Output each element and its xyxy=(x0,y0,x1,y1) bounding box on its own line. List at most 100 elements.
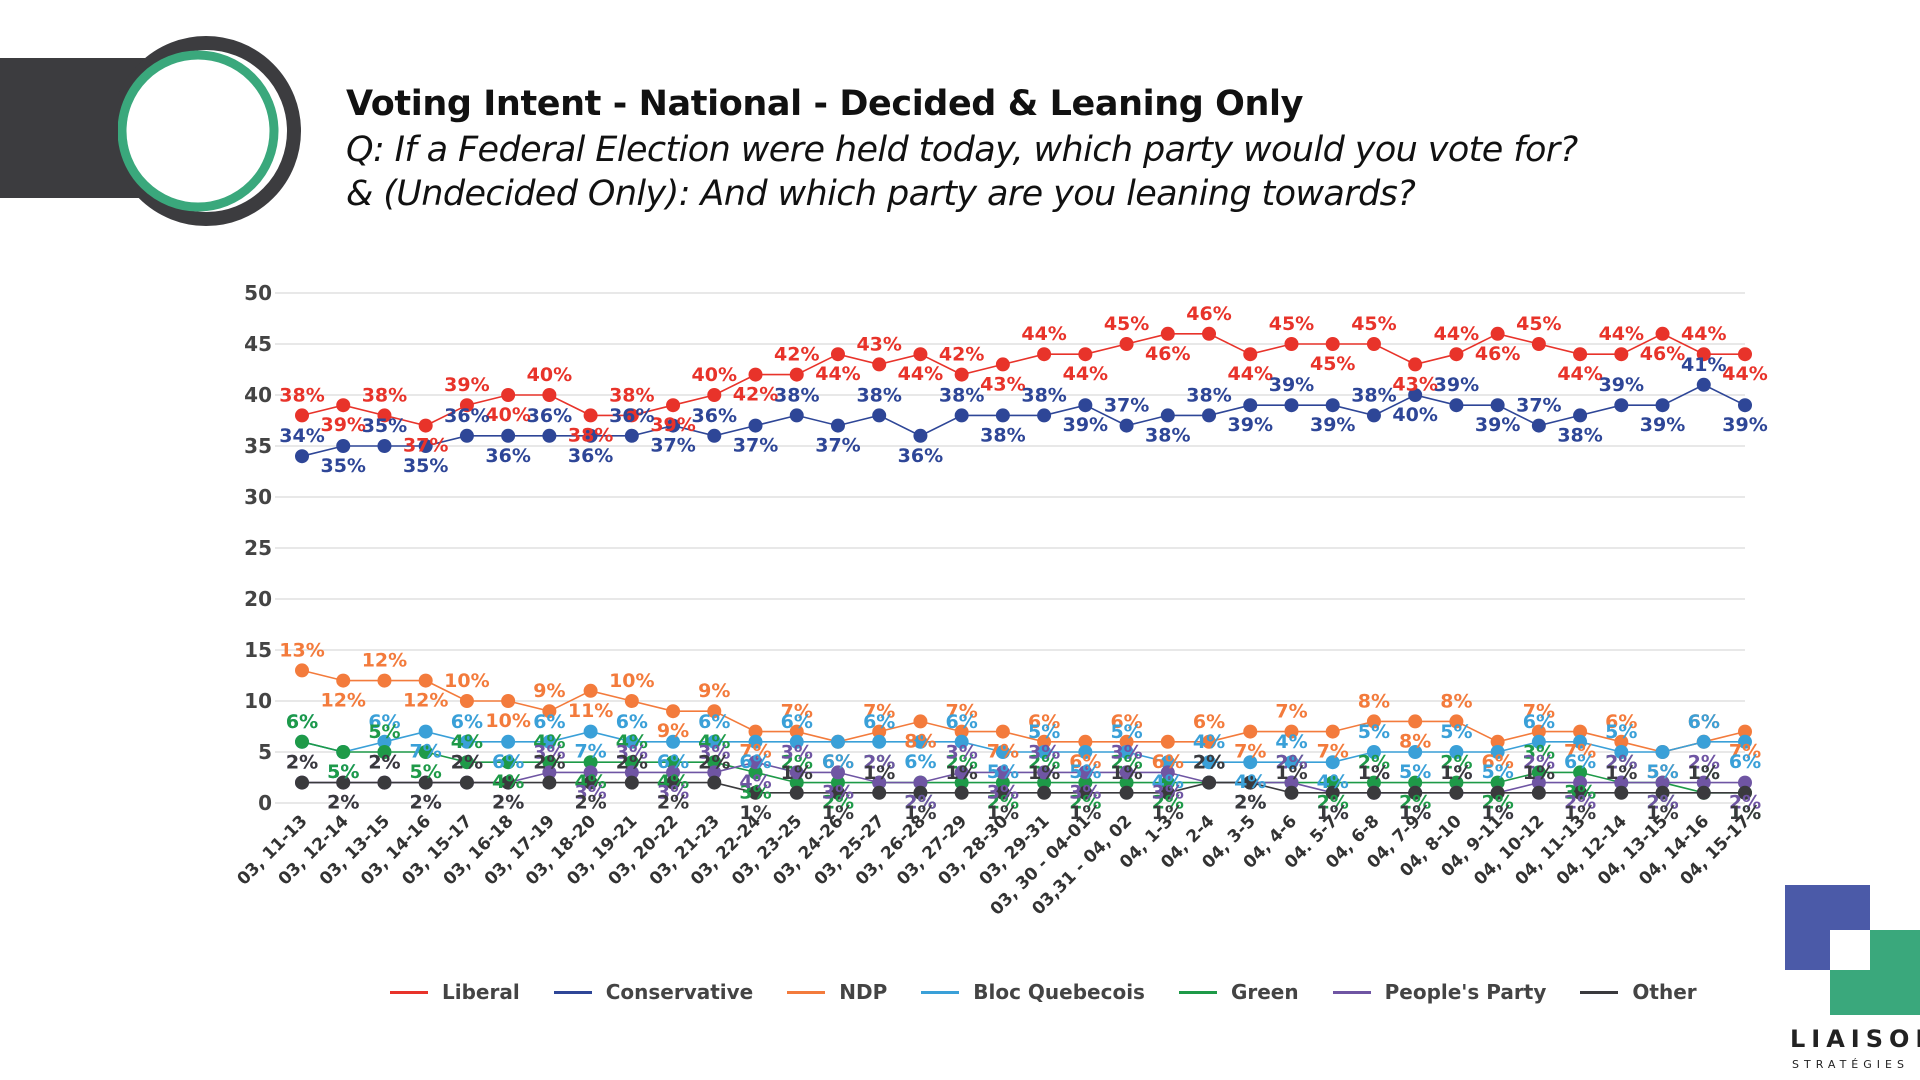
data-point xyxy=(459,775,474,790)
data-label: 38% xyxy=(362,384,407,406)
data-point xyxy=(459,755,474,770)
data-point xyxy=(1614,775,1629,790)
data-label: 7% xyxy=(1317,741,1349,763)
data-point xyxy=(789,734,804,749)
data-point xyxy=(1119,337,1134,351)
data-label: 1% xyxy=(1317,802,1349,824)
data-point xyxy=(1119,765,1134,780)
data-label: 5% xyxy=(1399,761,1431,783)
data-label: 6% xyxy=(1193,711,1225,733)
data-point xyxy=(1202,408,1217,423)
y-tick-label: 45 xyxy=(244,332,272,356)
data-point xyxy=(1531,418,1546,433)
data-label: 6% xyxy=(822,751,854,773)
data-point xyxy=(1573,785,1588,800)
legend-item: Other xyxy=(1580,980,1697,1004)
data-label: 43% xyxy=(1392,373,1437,395)
data-label: 4% xyxy=(657,771,689,793)
data-point xyxy=(542,765,557,780)
data-point xyxy=(1408,357,1423,372)
data-label: 42% xyxy=(774,344,819,366)
data-label: 6% xyxy=(822,751,854,773)
data-point xyxy=(1573,765,1588,780)
data-point xyxy=(1078,398,1093,413)
data-label: 38% xyxy=(1021,384,1066,406)
question-line-1: Q: If a Federal Election were held today… xyxy=(346,130,1578,170)
data-point xyxy=(913,775,928,790)
data-label: 1% xyxy=(1275,762,1307,784)
data-label: 1% xyxy=(1399,802,1431,824)
data-label: 5% xyxy=(327,761,359,783)
data-point xyxy=(1408,388,1423,402)
data-point xyxy=(789,408,804,423)
data-point xyxy=(789,367,804,382)
data-point xyxy=(1325,398,1340,413)
data-label: 5% xyxy=(1646,761,1678,783)
data-label: 2% xyxy=(1110,752,1142,774)
legend-item: Conservative xyxy=(553,980,753,1004)
data-label: 2% xyxy=(698,752,730,774)
brand-name: LIAISON xyxy=(1790,1025,1920,1053)
data-label: 6% xyxy=(657,751,689,773)
data-label: 4% xyxy=(574,771,606,793)
data-label: 1% xyxy=(1646,802,1678,824)
data-label: 1% xyxy=(1440,762,1472,784)
data-point xyxy=(830,418,845,433)
data-point xyxy=(624,765,639,780)
data-point xyxy=(501,694,516,708)
data-label: 2% xyxy=(863,752,895,774)
data-label: 36% xyxy=(692,405,737,427)
data-point xyxy=(1119,775,1134,790)
data-label: 7% xyxy=(781,701,813,723)
data-point xyxy=(1531,785,1546,800)
data-point xyxy=(418,673,433,688)
data-point xyxy=(583,765,598,780)
data-label: 2% xyxy=(1234,792,1266,814)
data-point xyxy=(1449,785,1464,800)
data-label: 1% xyxy=(1069,802,1101,824)
data-label: 39% xyxy=(650,414,695,436)
data-point xyxy=(1078,734,1093,749)
data-point xyxy=(1119,745,1134,759)
data-label: 35% xyxy=(403,455,448,477)
data-label: 1% xyxy=(904,802,936,824)
data-point xyxy=(1573,734,1588,749)
data-point xyxy=(1696,347,1711,362)
data-point xyxy=(583,755,598,770)
data-point xyxy=(995,408,1010,423)
data-label: 6% xyxy=(1605,711,1637,733)
data-point xyxy=(995,745,1010,759)
data-label: 1% xyxy=(1358,762,1390,784)
data-point xyxy=(748,755,763,770)
data-point xyxy=(707,704,722,719)
data-point xyxy=(1614,734,1629,749)
data-label: 44% xyxy=(1021,323,1066,345)
data-label: 6% xyxy=(1028,711,1060,733)
data-point xyxy=(872,357,887,372)
data-point xyxy=(1160,755,1175,770)
legend-item: Green xyxy=(1178,980,1299,1004)
data-label: 2% xyxy=(327,792,359,814)
data-label: 6% xyxy=(863,711,895,733)
data-label: 8% xyxy=(904,730,936,752)
data-label: 38% xyxy=(856,384,901,406)
data-label: 2% xyxy=(1399,792,1431,814)
y-tick-label: 30 xyxy=(244,485,272,509)
data-point xyxy=(1243,398,1258,413)
data-point xyxy=(1655,785,1670,800)
data-label: 6% xyxy=(781,711,813,733)
data-point xyxy=(872,775,887,790)
data-point xyxy=(1325,775,1340,790)
legend-label: NDP xyxy=(839,980,888,1004)
data-point xyxy=(542,704,557,719)
data-label: 2% xyxy=(1193,752,1225,774)
y-tick-label: 10 xyxy=(244,689,272,713)
data-label: 2% xyxy=(1646,792,1678,814)
data-label: 3% xyxy=(822,781,854,803)
data-label: 39% xyxy=(1475,414,1520,436)
data-point xyxy=(1408,745,1423,759)
data-point xyxy=(1738,775,1752,790)
data-label: 44% xyxy=(1722,363,1767,385)
data-point xyxy=(707,755,722,770)
